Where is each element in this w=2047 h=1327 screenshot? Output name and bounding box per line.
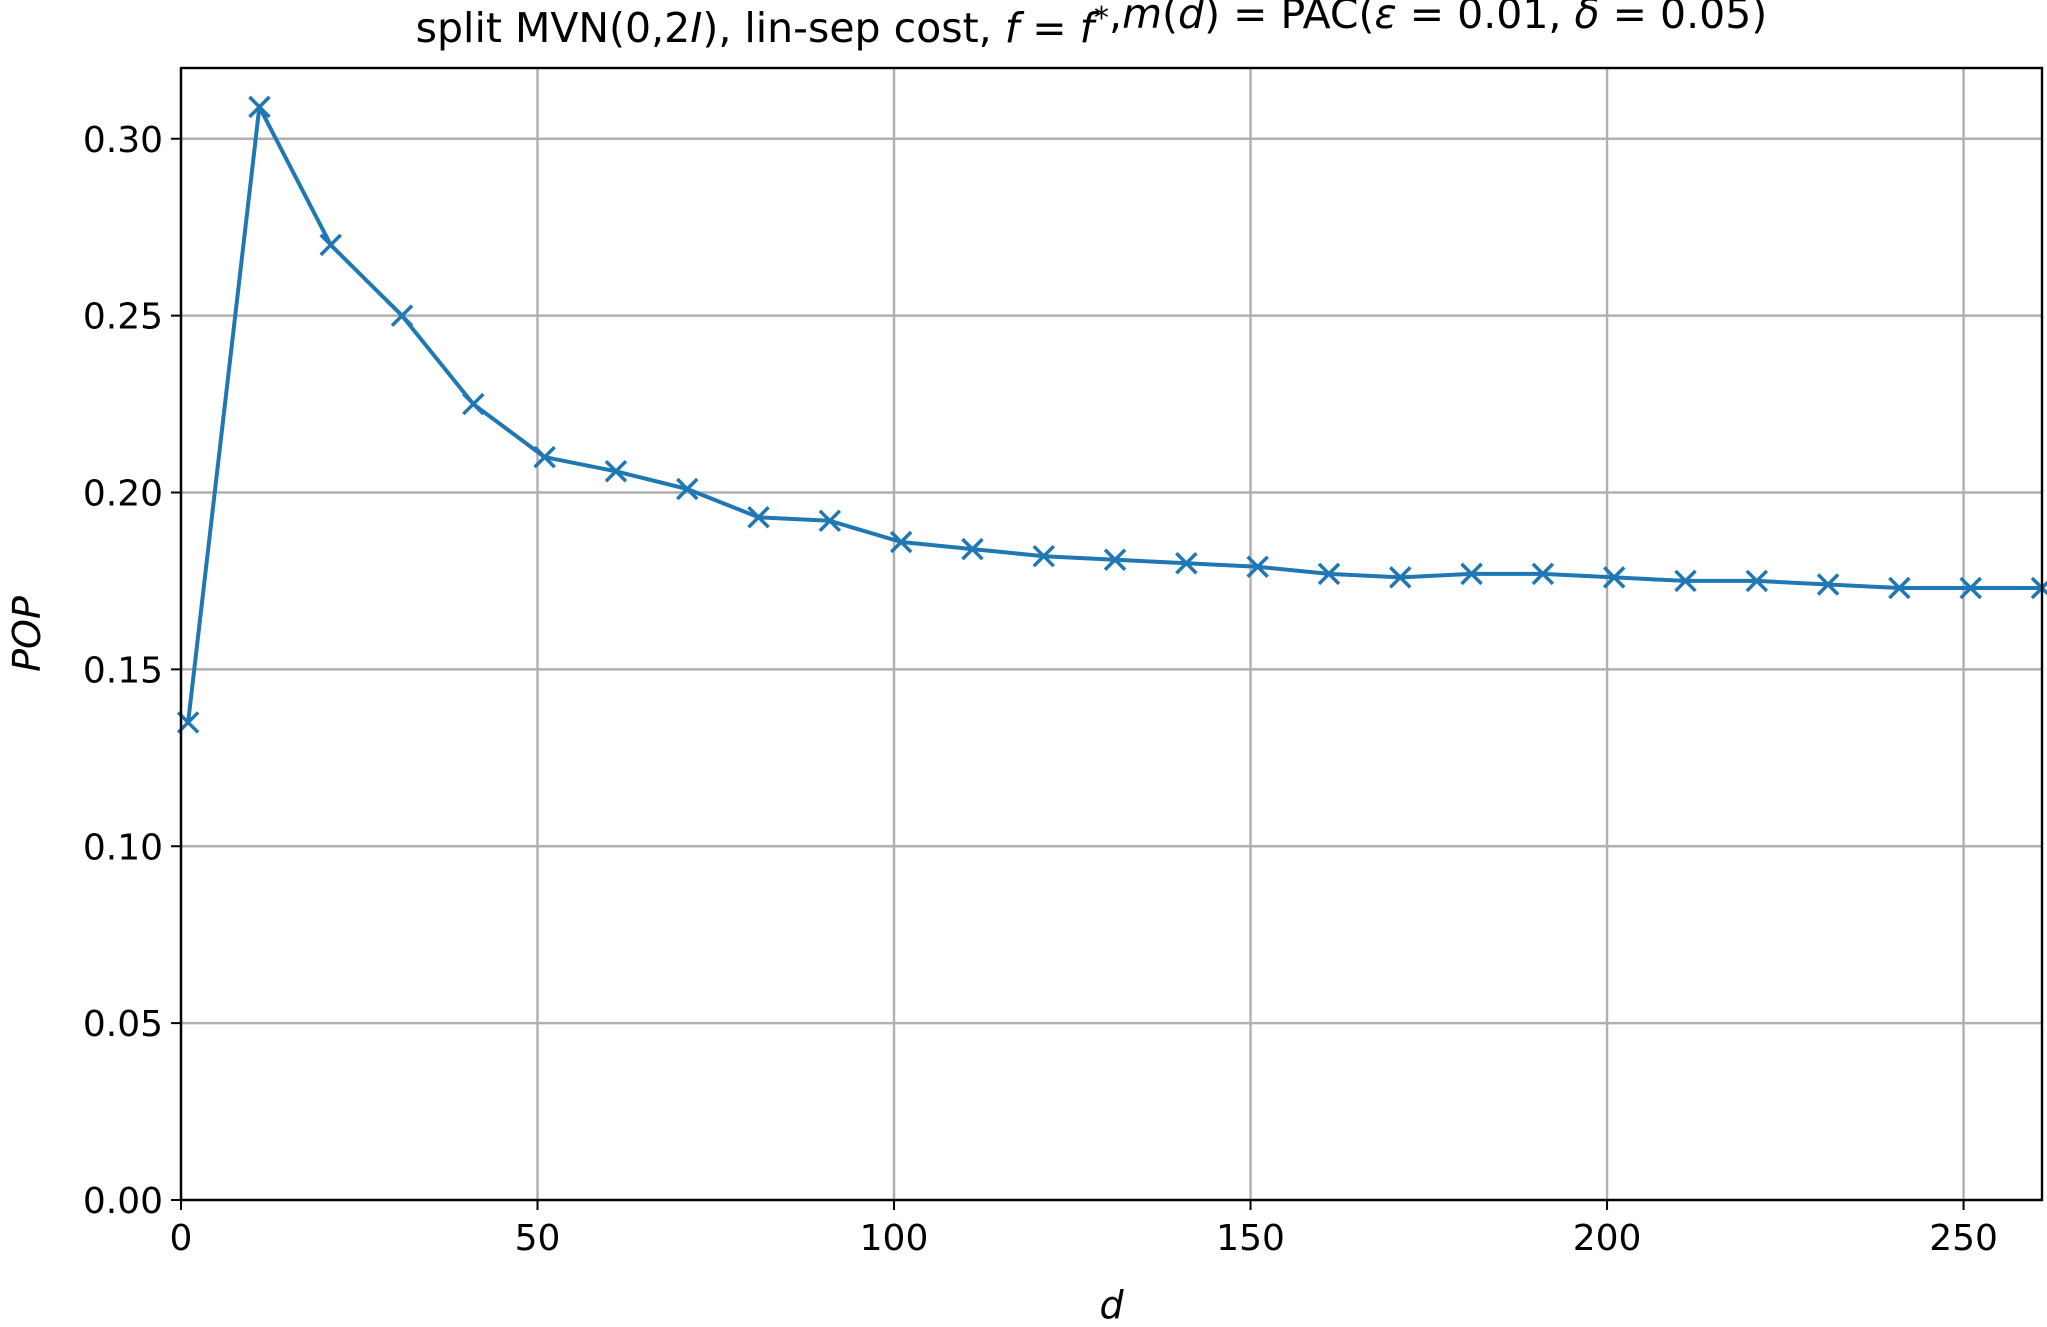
- data-point-marker: [319, 233, 342, 257]
- x-axis: 0 50 100 150 200 250: [170, 1200, 1998, 1259]
- data-point-marker: [1317, 562, 1341, 586]
- data-point-marker: [1032, 544, 1055, 568]
- plot-frame: [179, 66, 2044, 1202]
- data-point-marker: [1460, 562, 1483, 586]
- y-tick-label: 0.15: [83, 650, 163, 691]
- data-point-marker: [1103, 548, 1127, 571]
- x-tick-label: 0: [170, 1218, 193, 1259]
- data-point-marker: [1602, 566, 1626, 589]
- y-axis-label: POP: [5, 596, 49, 672]
- data-point-marker: [1175, 552, 1198, 575]
- data-point-marker: [1959, 576, 1982, 600]
- grid-lines: [179, 68, 2042, 1202]
- data-point-marker: [1816, 573, 1840, 596]
- x-tick-label: 150: [1216, 1218, 1285, 1259]
- data-point-marker: [889, 530, 913, 554]
- x-tick-label: 250: [1929, 1218, 1998, 1259]
- data-point-marker: [747, 506, 770, 529]
- y-tick-label: 0.05: [83, 1004, 163, 1045]
- data-point-marker: [1246, 555, 1269, 579]
- data-point-marker: [961, 537, 984, 561]
- y-tick-label: 0.25: [83, 297, 163, 338]
- data-point-marker: [818, 509, 842, 533]
- data-point-marker: [1674, 569, 1697, 593]
- y-axis: 0.00 0.05 0.10 0.15 0.20 0.25 0.30: [83, 120, 181, 1222]
- y-tick-label: 0.20: [83, 474, 163, 515]
- y-tick-label: 0.00: [83, 1181, 163, 1222]
- data-point-marker: [1888, 576, 1911, 600]
- data-point-marker: [676, 477, 699, 501]
- data-point-marker: [604, 460, 628, 483]
- data-point-marker: [462, 392, 485, 416]
- y-tick-label: 0.30: [83, 120, 163, 161]
- data-point-marker: [1745, 569, 1769, 593]
- x-tick-label: 100: [860, 1218, 929, 1259]
- x-tick-label: 200: [1573, 1218, 1642, 1259]
- data-point-marker: [533, 445, 556, 469]
- x-tick-label: 50: [515, 1218, 561, 1259]
- data-point-marker: [390, 304, 414, 327]
- data-point-marker: [1531, 562, 1555, 586]
- series-layer: [176, 95, 2047, 734]
- x-axis-label: d: [1099, 1283, 1124, 1327]
- data-point-marker: [248, 95, 271, 119]
- data-point-marker: [1389, 566, 1412, 589]
- chart-title: split MVN(0,2I), lin-sep cost, f = f*,m(…: [416, 0, 1768, 52]
- y-tick-label: 0.10: [83, 827, 163, 868]
- series-line: [186, 104, 2042, 723]
